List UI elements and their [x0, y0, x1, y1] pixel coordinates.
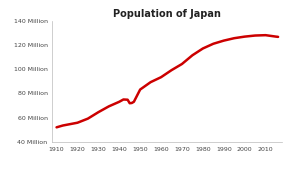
Title: Population of Japan: Population of Japan: [113, 9, 221, 19]
